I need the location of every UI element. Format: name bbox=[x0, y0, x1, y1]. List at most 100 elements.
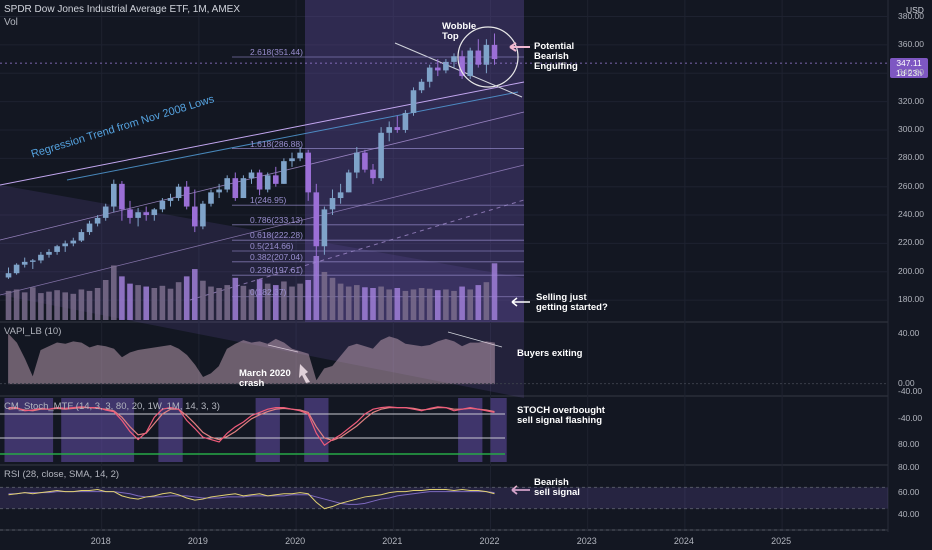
candle-body-48 bbox=[394, 127, 401, 130]
bearish-engulfing-annotation: Potential Bearish Engulfing bbox=[534, 41, 578, 72]
fib-level-label-1: 0.236(197.61) bbox=[250, 265, 303, 276]
candle-body-49 bbox=[402, 112, 409, 130]
rsi-line bbox=[8, 488, 495, 510]
vapi-indicator-label[interactable]: VAPI_LB (10) bbox=[4, 326, 62, 337]
candle-body-0 bbox=[5, 273, 12, 278]
volume-bar-42 bbox=[345, 286, 352, 320]
volume-bar-7 bbox=[62, 292, 68, 320]
candle-body-5 bbox=[46, 251, 52, 255]
volume-bar-21 bbox=[175, 282, 182, 320]
volume-bar-51 bbox=[418, 288, 425, 320]
candle-body-37 bbox=[305, 152, 311, 193]
candle-countdown: 1d 23h bbox=[896, 68, 922, 78]
fib-level-label-7: 1.618(286.88) bbox=[250, 138, 303, 149]
candle-body-25 bbox=[208, 192, 214, 204]
candle-body-56 bbox=[459, 56, 465, 77]
volume-bar-24 bbox=[200, 280, 206, 320]
volume-bar-39 bbox=[321, 272, 328, 320]
volume-bar-25 bbox=[208, 286, 214, 320]
volume-bar-45 bbox=[370, 288, 376, 320]
stoch-signal-band-6 bbox=[490, 398, 507, 462]
stoch-tick-0: -40.00 bbox=[898, 413, 923, 423]
volume-bar-52 bbox=[426, 288, 433, 320]
candle-body-18 bbox=[151, 209, 158, 216]
candle-body-30 bbox=[248, 172, 255, 179]
candle-body-33 bbox=[273, 175, 279, 184]
candle-body-27 bbox=[224, 178, 230, 190]
stoch-signal-annotation: STOCH overbought sell signal flashing bbox=[517, 405, 605, 426]
volume-bar-54 bbox=[443, 289, 449, 320]
stoch-fast-line bbox=[8, 406, 495, 447]
price-tick-1: 200.00 bbox=[898, 265, 924, 276]
candle-body-34 bbox=[281, 161, 287, 184]
wobble-top-annotation: Wobble Top bbox=[442, 21, 477, 42]
volume-bar-35 bbox=[289, 286, 295, 320]
candle-body-26 bbox=[216, 189, 222, 193]
price-tick-6: 300.00 bbox=[898, 123, 924, 134]
stoch-signal-band-4 bbox=[304, 398, 329, 462]
volume-bar-48 bbox=[394, 288, 401, 320]
fib-level-label-4: 0.618(222.28) bbox=[250, 230, 303, 241]
year-tick-4: 2022 bbox=[479, 536, 500, 546]
volume-bar-46 bbox=[378, 286, 384, 320]
volume-bar-58 bbox=[475, 285, 482, 320]
volume-label: Vol bbox=[4, 17, 18, 28]
candle-body-23 bbox=[192, 206, 198, 227]
volume-bar-37 bbox=[305, 280, 311, 320]
volume-bar-28 bbox=[232, 277, 239, 320]
currency-label: USD bbox=[906, 5, 924, 15]
buyers-exiting-annotation: Buyers exiting bbox=[517, 348, 583, 359]
candle-body-22 bbox=[183, 186, 190, 207]
year-tick-2: 2020 bbox=[285, 536, 306, 546]
volume-bar-17 bbox=[143, 286, 149, 320]
candle-body-50 bbox=[410, 90, 417, 113]
candle-body-52 bbox=[426, 67, 433, 82]
wobble-top-circle bbox=[457, 26, 519, 88]
candle-body-20 bbox=[167, 198, 174, 201]
candle-body-41 bbox=[337, 192, 344, 199]
candle-body-10 bbox=[86, 223, 93, 233]
volume-bar-47 bbox=[386, 289, 392, 320]
volume-bar-49 bbox=[402, 290, 409, 320]
candle-body-29 bbox=[240, 178, 247, 199]
volume-bar-4 bbox=[38, 293, 44, 320]
cursor-hand-icon bbox=[299, 364, 310, 383]
volume-bar-40 bbox=[329, 277, 336, 320]
price-tick-8: 340.00 bbox=[898, 67, 924, 78]
candle-body-8 bbox=[70, 240, 77, 244]
candle-body-28 bbox=[232, 178, 239, 199]
vapi-trend-line bbox=[267, 344, 299, 353]
volume-bar-34 bbox=[281, 281, 287, 320]
candle-body-13 bbox=[111, 183, 117, 207]
fib-level-label-5: 0.786(233.13) bbox=[250, 214, 303, 225]
volume-bar-16 bbox=[135, 285, 141, 320]
rsi-indicator-label[interactable]: RSI (28, close, SMA, 14, 2) bbox=[4, 469, 120, 480]
volume-bar-29 bbox=[240, 285, 247, 320]
candle-body-24 bbox=[200, 203, 206, 227]
candle-body-51 bbox=[418, 81, 425, 91]
candle-body-3 bbox=[30, 260, 36, 262]
candle-body-17 bbox=[143, 212, 149, 216]
volume-bar-44 bbox=[362, 287, 368, 320]
fib-level-label-2: 0.382(207.04) bbox=[250, 251, 303, 262]
volume-bar-18 bbox=[151, 288, 158, 320]
volume-bar-53 bbox=[435, 290, 441, 320]
vapi-tick-0: 40.00 bbox=[898, 328, 920, 339]
stoch-indicator-label[interactable]: CM_Stoch_MTF (14, 3, 3, 80, 20, 1W, 1M, … bbox=[4, 401, 220, 412]
price-tick-9: 360.00 bbox=[898, 38, 924, 49]
volume-bar-10 bbox=[86, 290, 93, 320]
volume-bar-12 bbox=[102, 280, 109, 320]
selling-arrow bbox=[511, 297, 530, 307]
candle-body-35 bbox=[289, 158, 295, 162]
fib-level-label-6: 1(246.95) bbox=[250, 195, 287, 206]
volume-bar-20 bbox=[167, 288, 174, 320]
volume-bar-50 bbox=[410, 289, 417, 320]
candle-body-7 bbox=[62, 243, 68, 247]
candle-body-32 bbox=[264, 175, 271, 190]
rsi-signal-annotation: Bearish sell signal bbox=[534, 477, 580, 498]
volume-bar-41 bbox=[337, 283, 344, 320]
fib-level-label-0: 0(182.37) bbox=[250, 286, 287, 297]
candle-body-59 bbox=[483, 44, 490, 65]
rsi-tick-0: 80.00 bbox=[898, 462, 920, 472]
